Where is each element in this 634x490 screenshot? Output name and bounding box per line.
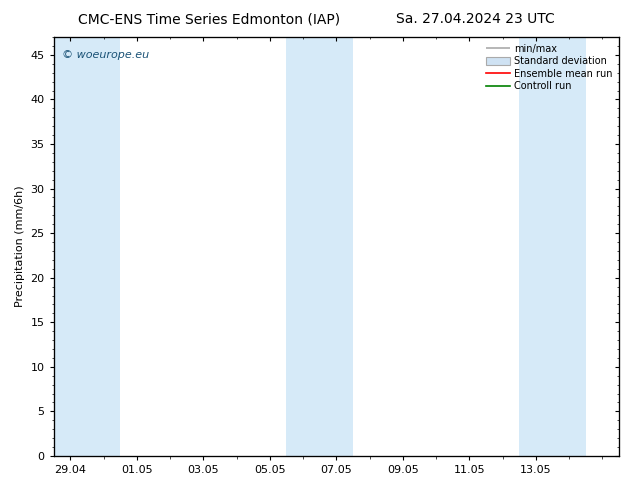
Y-axis label: Precipitation (mm/6h): Precipitation (mm/6h) bbox=[15, 186, 25, 307]
Text: CMC-ENS Time Series Edmonton (IAP): CMC-ENS Time Series Edmonton (IAP) bbox=[78, 12, 340, 26]
Bar bbox=[519, 37, 586, 456]
Text: Sa. 27.04.2024 23 UTC: Sa. 27.04.2024 23 UTC bbox=[396, 12, 555, 26]
Text: © woeurope.eu: © woeurope.eu bbox=[62, 49, 150, 60]
Bar bbox=[287, 37, 353, 456]
Legend: min/max, Standard deviation, Ensemble mean run, Controll run: min/max, Standard deviation, Ensemble me… bbox=[484, 42, 614, 93]
Bar bbox=[54, 37, 120, 456]
